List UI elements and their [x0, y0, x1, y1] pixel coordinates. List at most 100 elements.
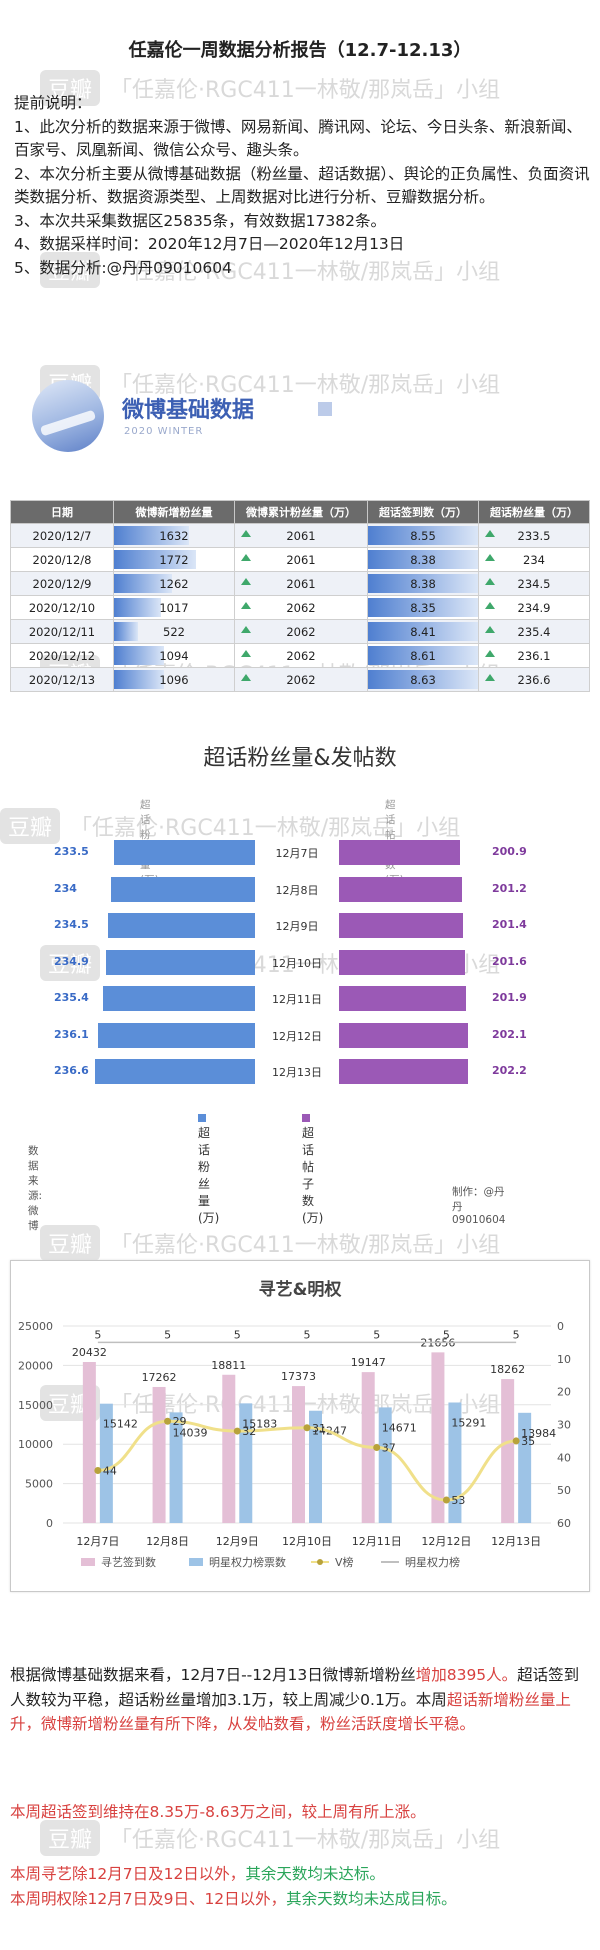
up-triangle-icon [485, 578, 495, 585]
v-rank-point [233, 1427, 241, 1435]
y2-tick-label: 10 [557, 1353, 571, 1366]
legend-label: 超话粉丝量(万) [198, 1126, 220, 1225]
post-value-label: 201.2 [492, 881, 527, 895]
table-cell: 2062 [234, 643, 368, 668]
table-cell: 2061 [234, 547, 368, 572]
y-tick-label: 5000 [25, 1478, 53, 1491]
x-tick-label: 12月12日 [421, 1535, 471, 1548]
category-label: 12月8日 [275, 883, 319, 897]
y2-tick-label: 60 [557, 1517, 571, 1530]
up-triangle-icon [241, 626, 251, 633]
up-triangle-icon [485, 554, 495, 561]
legend-label: 明星权力榜票数 [209, 1555, 286, 1569]
post-bar [339, 949, 465, 975]
xunyi-value-label: 18262 [490, 1363, 525, 1376]
data-bar [114, 550, 196, 569]
notes-line: 4、数据采样时间：2020年12月7日—2020年12月13日 [14, 235, 405, 253]
mingquan-bar [169, 1412, 183, 1523]
up-triangle-icon [485, 626, 495, 633]
legend-swatch [302, 1113, 310, 1122]
data-bar [368, 526, 478, 545]
watermark-logo: 豆瓣 [0, 808, 61, 844]
xunyi-value-label: 17262 [142, 1371, 177, 1384]
up-triangle-icon [485, 530, 495, 537]
y2-tick-label: 30 [557, 1419, 571, 1432]
xunyi-mingquan-chart: 寻艺&明权 0 5000 10000 15000 20000 25000 0 10 20 30 40 5… [18, 1279, 571, 1569]
section-title: 微博基础数据 [122, 398, 255, 423]
table-cell: 1772 [113, 547, 235, 572]
post-value-label: 201.4 [492, 918, 527, 931]
v-rank-label: 29 [173, 1415, 187, 1428]
v-rank-label: 37 [382, 1441, 396, 1454]
mingquan-value-label: 15142 [103, 1418, 138, 1431]
analysis-paragraph-4: 本周明权除12月7日及9日、12日以外，其余天数均未达成目标。 [10, 1890, 457, 1908]
table-cell: 8.61 [367, 643, 479, 668]
v-rank-point [94, 1466, 102, 1474]
chart1-title: 超话粉丝量&发帖数 [203, 746, 397, 771]
post-bar [339, 986, 467, 1011]
up-triangle-icon [241, 602, 251, 609]
legend-label: V榜 [335, 1555, 354, 1569]
x-tick-label: 12月10日 [282, 1535, 332, 1548]
table-cell: 2061 [234, 523, 368, 548]
table-cell: 8.63 [367, 667, 479, 692]
table-cell: 2020/12/10 [10, 595, 114, 620]
table-cell: 2062 [234, 595, 368, 620]
weibo-data-table: 日期 微博新增粉丝量 微博累计粉丝量（万） 超话签到数（万） 超话粉丝量（万） … [10, 500, 590, 692]
table-header: 超话粉丝量（万） [478, 500, 590, 524]
up-triangle-icon [485, 650, 495, 657]
table-cell: 1017 [113, 595, 235, 620]
category-label: 12月12日 [272, 1029, 322, 1043]
table-cell: 2020/12/7 [10, 523, 114, 548]
legend-fans: 超话粉丝量(万) [198, 1110, 219, 1226]
y2-tick-label: 20 [557, 1386, 571, 1399]
table-row: 2020/12/10 1017 2062 8.35 234.9 [10, 595, 590, 620]
table-cell: 8.41 [367, 619, 479, 644]
fan-value-label: 234.5 [54, 918, 89, 931]
y-tick-label: 20000 [18, 1359, 53, 1372]
data-bar [368, 646, 478, 665]
table-row: 2020/12/7 1632 2061 8.55 233.5 [10, 523, 590, 548]
mingquan-rank-label: 5 [304, 1328, 311, 1341]
xunyi-bar [501, 1379, 515, 1523]
fan-bar [111, 876, 255, 902]
mingquan-value-label: 14671 [382, 1421, 417, 1434]
mingquan-bar [239, 1403, 253, 1523]
post-value-label: 200.9 [492, 845, 527, 858]
data-bar [114, 598, 161, 617]
watermark: 豆瓣「任嘉伦·RGC411一林敬/那岚岳」小组 [40, 1820, 500, 1856]
xunyi-mingquan-chart-box: 寻艺&明权 0 5000 10000 15000 20000 25000 0 10 20 30 40 5… [10, 1260, 590, 1592]
up-triangle-icon [241, 530, 251, 537]
post-bar [339, 840, 461, 865]
table-cell: 2062 [234, 619, 368, 644]
data-bar [368, 670, 478, 689]
fan-bar [98, 1022, 255, 1048]
data-bar [114, 622, 139, 641]
v-rank-point [442, 1496, 450, 1504]
mingquan-bar [448, 1402, 462, 1523]
notes-line: 5、数据分析:@丹丹09010604 [14, 258, 232, 277]
fan-value-label: 236.1 [54, 1027, 89, 1041]
y-tick-label: 25000 [18, 1320, 53, 1333]
legend-swatch [198, 1113, 206, 1122]
post-bar [339, 876, 463, 902]
v-rank-point [164, 1417, 172, 1425]
legend-swatch [81, 1558, 95, 1566]
category-label: 12月9日 [275, 920, 319, 933]
post-bar [339, 1059, 469, 1084]
v-rank-point [512, 1437, 520, 1445]
xunyi-value-label: 19147 [351, 1356, 386, 1369]
mingquan-rank-label: 5 [94, 1328, 101, 1341]
v-rank-point [373, 1443, 381, 1451]
table-cell: 234.5 [478, 571, 590, 596]
data-bar [368, 598, 478, 617]
analysis-paragraph-2: 本周超话签到维持在8.35万-8.63万之间，较上周有所上涨。 [10, 1803, 426, 1821]
y2-tick-label: 0 [557, 1320, 564, 1333]
y-tick-label: 10000 [18, 1438, 53, 1451]
table-cell: 2061 [234, 571, 368, 596]
report-title: 任嘉伦一周数据分析报告（12.7-12.13） [128, 40, 472, 61]
mingquan-value-label: 15291 [451, 1417, 486, 1430]
analysis-paragraph-3: 本周寻艺除12月7日及12日以外，其余天数均未达标。 [10, 1865, 385, 1883]
xunyi-bar [222, 1374, 236, 1523]
table-cell: 2020/12/13 [10, 667, 114, 692]
